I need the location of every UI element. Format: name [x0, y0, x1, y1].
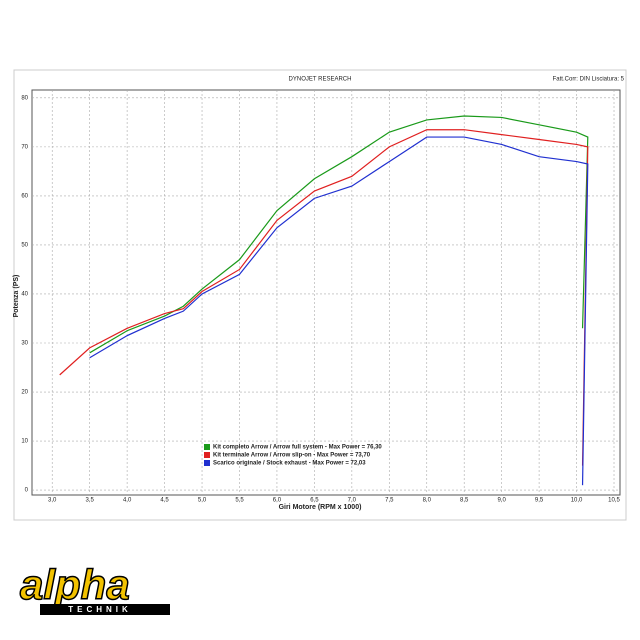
y-tick-label: 60: [21, 193, 28, 199]
legend-swatch: [204, 452, 210, 458]
legend-label: Kit completo Arrow / Arrow full system -…: [213, 445, 382, 451]
x-tick-label: 5,5: [235, 498, 244, 504]
logo-name: alpha: [20, 561, 130, 608]
x-tick-label: 6,0: [273, 498, 282, 504]
x-tick-label: 4,5: [160, 498, 169, 504]
y-tick-label: 0: [25, 488, 29, 494]
x-tick-label: 9,0: [497, 498, 506, 504]
y-tick-label: 40: [21, 292, 28, 298]
chart-title: DYNOJET RESEARCH: [289, 77, 352, 83]
y-tick-label: 20: [21, 390, 28, 396]
x-tick-label: 8,5: [460, 498, 469, 504]
x-tick-label: 7,5: [385, 498, 394, 504]
y-axis-label: Potenza (PS): [13, 275, 20, 318]
legend-swatch: [204, 444, 210, 450]
logo: alpha TECHNIK: [19, 560, 170, 615]
x-tick-label: 9,5: [535, 498, 544, 504]
x-tick-label: 3,5: [86, 498, 95, 504]
x-tick-label: 7,0: [348, 498, 357, 504]
logo-tagline: TECHNIK: [68, 605, 132, 614]
x-tick-label: 8,0: [423, 498, 432, 504]
series-line: [89, 136, 589, 486]
logo-bar: [40, 604, 170, 615]
y-tick-label: 10: [21, 439, 28, 445]
legend-label: Scarico originale / Stock exhaust - Max …: [213, 461, 366, 467]
x-tick-label: 10,5: [608, 498, 620, 504]
x-tick-label: 4,0: [123, 498, 132, 504]
legend-swatch: [204, 460, 210, 466]
legend-label: Kit terminale Arrow / Arrow slip-on - Ma…: [213, 453, 371, 459]
series-line: [59, 129, 589, 466]
plot-area: [31, 89, 621, 496]
x-tick-label: 6,5: [310, 498, 319, 504]
y-tick-label: 80: [21, 95, 28, 101]
series-line: [89, 115, 589, 354]
x-tick-label: 10,0: [571, 498, 583, 504]
y-tick-label: 70: [21, 144, 28, 150]
x-axis-label: Giri Motore (RPM x 1000): [279, 504, 362, 511]
y-tick-label: 30: [21, 341, 28, 347]
chart-subtitle: Fatt.Corr: DIN Lisciatura: 5: [553, 77, 625, 83]
x-tick-label: 3,0: [48, 498, 57, 504]
x-tick-label: 5,0: [198, 498, 207, 504]
y-tick-label: 50: [21, 243, 28, 249]
